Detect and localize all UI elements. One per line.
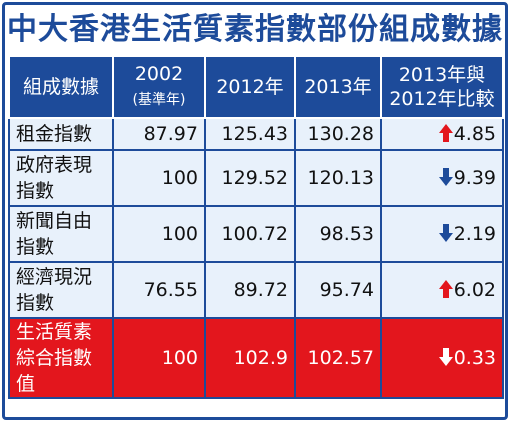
header-cell: 2002 (基準年): [112, 55, 206, 119]
cell: 9.39: [453, 167, 496, 189]
change-cell: 9.39: [380, 149, 504, 207]
cell: 125.43: [204, 117, 296, 151]
header-row: 組成數據 2002 (基準年) 2012年 2013年 2013年與 2012年比較: [8, 55, 504, 119]
cell: 76.55: [112, 261, 206, 319]
cell: 生活質素綜合指數值: [8, 317, 114, 399]
down-arrow: [438, 348, 453, 366]
header-text: 2013年與: [398, 64, 486, 86]
row: 政府表現指數 100 129.52 120.13 9.39: [8, 149, 504, 207]
cell: 98.53: [294, 205, 382, 263]
header-cell: 2013年與 2012年比較: [380, 55, 504, 119]
cell: 130.28: [294, 117, 382, 151]
header-text: (基準年): [132, 92, 186, 108]
header-cell: 2013年: [294, 55, 382, 119]
cell: 經濟現況指數: [8, 261, 114, 319]
cell: 100: [112, 205, 206, 263]
cell: 95.74: [294, 261, 382, 319]
change-cell: 0.33: [380, 317, 504, 399]
table: 組成數據 2002 (基準年) 2012年 2013年 2013年與 2012年比較…: [8, 55, 504, 399]
header-cell: 2012年: [204, 55, 296, 119]
cell: 102.57: [294, 317, 382, 399]
up-arrow: [438, 124, 453, 142]
change-cell: 6.02: [380, 261, 504, 319]
cell: 129.52: [204, 149, 296, 207]
cell: 87.97: [112, 117, 206, 151]
down-arrow: [438, 224, 453, 242]
cell: 89.72: [204, 261, 296, 319]
header-cell: 組成數據: [8, 55, 114, 119]
cell: 2.19: [453, 223, 496, 245]
change-cell: 2.19: [380, 205, 504, 263]
cell: 100.72: [204, 205, 296, 263]
cell: 100: [112, 149, 206, 207]
title: 中大香港生活質素指數部份組成數據: [7, 12, 503, 47]
up-arrow: [438, 280, 453, 298]
header-text: 2002: [134, 63, 184, 85]
cell: 0.33: [453, 347, 496, 369]
down-arrow: [438, 168, 453, 186]
row: 生活質素綜合指數值 100 102.9 102.57 0.33: [8, 317, 504, 399]
row: 新聞自由指數 100 100.72 98.53 2.19: [8, 205, 504, 263]
change-cell: 4.85: [380, 117, 504, 151]
cell: 4.85: [453, 123, 496, 145]
cell: 6.02: [453, 279, 496, 301]
cell: 100: [112, 317, 206, 399]
cell: 新聞自由指數: [8, 205, 114, 263]
cell: 政府表現指數: [8, 149, 114, 207]
row: 租金指數 87.97 125.43 130.28 4.85: [8, 117, 504, 151]
cell: 102.9: [204, 317, 296, 399]
row: 經濟現況指數 76.55 89.72 95.74 6.02: [8, 261, 504, 319]
header-text: 2012年比較: [389, 88, 495, 110]
cell: 120.13: [294, 149, 382, 207]
cell: 租金指數: [8, 117, 114, 151]
